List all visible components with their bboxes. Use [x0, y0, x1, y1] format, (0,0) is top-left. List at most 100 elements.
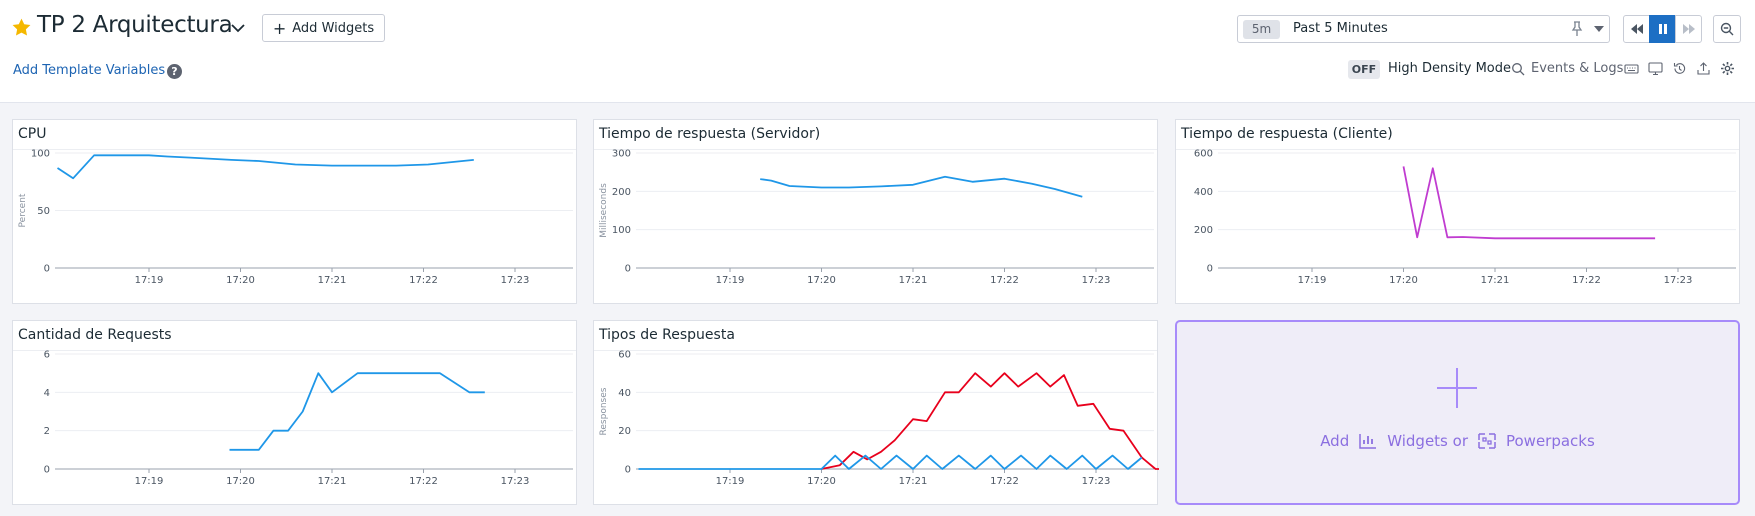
- fast-forward-button[interactable]: [1675, 15, 1702, 43]
- x-tick-label: 17:23: [1082, 476, 1111, 487]
- pause-button[interactable]: [1649, 15, 1676, 43]
- y-tick-label: 50: [37, 206, 50, 217]
- x-tick-label: 17:22: [990, 275, 1019, 286]
- response-types-chart: 0 20 40 60 17:19 17:20 17:21 17:22 17:23 Response…: [599, 350, 1159, 487]
- x-tick-label: 17:19: [135, 476, 164, 487]
- x-tick-label: 17:22: [409, 476, 438, 487]
- fast-forward-icon: [1682, 24, 1695, 34]
- series-line-0: [57, 154, 474, 180]
- time-range-label: Past 5 Minutes: [1293, 21, 1388, 36]
- chevron-down-icon[interactable]: [228, 20, 248, 36]
- powerpack-icon: [1478, 433, 1496, 449]
- y-tick-label: 100: [612, 225, 631, 236]
- y-tick-label: 40: [618, 388, 631, 399]
- widgets-link[interactable]: Widgets or: [1387, 432, 1468, 450]
- x-tick-label: 17:21: [318, 476, 347, 487]
- help-icon[interactable]: ?: [167, 64, 182, 79]
- series-line-0: [229, 372, 485, 451]
- high-density-toggle[interactable]: OFF: [1348, 60, 1380, 79]
- pin-icon[interactable]: [1570, 21, 1584, 37]
- dashboard-title[interactable]: TP 2 Arquitectura: [37, 12, 233, 38]
- caret-down-icon[interactable]: [1594, 26, 1604, 32]
- y-tick-label: 300: [612, 149, 631, 160]
- x-tick-label: 17:22: [409, 275, 438, 286]
- y-axis-label: Responses: [599, 387, 609, 435]
- pause-icon: [1658, 24, 1667, 34]
- x-tick-label: 17:20: [226, 275, 255, 286]
- y-tick-label: 0: [1207, 264, 1213, 275]
- x-tick-label: 17:23: [501, 275, 530, 286]
- y-tick-label: 100: [31, 149, 50, 160]
- search-icon[interactable]: [1511, 62, 1525, 76]
- add-widgets-placeholder[interactable]: Add Widgets or Powerpacks: [1175, 320, 1740, 505]
- x-tick-label: 17:22: [990, 476, 1019, 487]
- x-tick-label: 17:19: [1298, 275, 1327, 286]
- keyboard-icon[interactable]: [1624, 61, 1639, 76]
- widget-title: Tiempo de respuesta (Servidor): [599, 126, 821, 142]
- widget-title: Tiempo de respuesta (Cliente): [1181, 126, 1393, 142]
- widget-divider: [594, 350, 1157, 351]
- zoom-out-icon: [1720, 22, 1734, 36]
- star-icon[interactable]: [11, 17, 32, 38]
- add-widgets-label: Add Widgets: [292, 20, 375, 36]
- widget-title: Tipos de Respuesta: [599, 327, 735, 343]
- x-tick-label: 17:22: [1572, 275, 1601, 286]
- y-axis-label: Percent: [18, 193, 28, 227]
- series-line-0: [760, 175, 1083, 198]
- series-line-0: [1402, 166, 1656, 240]
- widget-divider: [1176, 149, 1739, 150]
- y-axis-label: Milliseconds: [599, 183, 609, 238]
- y-tick-label: 6: [44, 350, 50, 361]
- y-tick-label: 0: [625, 264, 631, 275]
- plus-icon: [1437, 368, 1477, 408]
- events-logs-button[interactable]: Events & Logs: [1531, 61, 1624, 76]
- widget-divider: [13, 350, 576, 351]
- high-density-label[interactable]: High Density Mode: [1388, 61, 1511, 76]
- server-response-chart: 0 100 200 300 17:19 17:20 17:21 17:22 17:23 Milli…: [599, 149, 1154, 286]
- rewind-button[interactable]: [1623, 15, 1650, 43]
- series-line-0: [821, 372, 1159, 470]
- add-panel-row: Add Widgets or Powerpacks: [1177, 432, 1738, 450]
- y-tick-label: 20: [618, 426, 631, 437]
- y-tick-label: 200: [1194, 225, 1213, 236]
- cpu-chart: 0 50 100 17:19 17:20 17:21 17:22 17:23 Percent: [18, 149, 573, 286]
- zoom-out-button[interactable]: [1713, 15, 1741, 43]
- export-icon[interactable]: [1696, 61, 1711, 76]
- history-icon[interactable]: [1672, 61, 1687, 76]
- widget-request-count[interactable]: Cantidad de Requests 0 2 4 6 17:19 17:20 17:21…: [12, 320, 577, 505]
- x-tick-label: 17:19: [135, 275, 164, 286]
- add-template-variables-link[interactable]: Add Template Variables: [13, 63, 166, 78]
- widget-cpu[interactable]: CPU 0 50 100 17:19 17:20 17:21 17:22 17:23 Perce…: [12, 119, 577, 304]
- add-widgets-button[interactable]: + Add Widgets: [262, 14, 385, 42]
- powerpacks-link[interactable]: Powerpacks: [1505, 432, 1595, 450]
- x-tick-label: 17:23: [1664, 275, 1693, 286]
- x-tick-label: 17:19: [716, 275, 745, 286]
- widget-client-response-time[interactable]: Tiempo de respuesta (Cliente) 0 200 400 600…: [1175, 119, 1740, 304]
- tv-mode-icon[interactable]: [1648, 61, 1663, 76]
- y-tick-label: 200: [612, 187, 631, 198]
- x-tick-label: 17:20: [807, 476, 836, 487]
- request-count-chart: 0 2 4 6 17:19 17:20 17:21 17:22 17:23: [44, 350, 573, 487]
- widget-response-types[interactable]: Tipos de Respuesta 0 20 40 60 17:19 17:20 17:2…: [593, 320, 1159, 505]
- widget-title: CPU: [18, 126, 47, 142]
- bar-chart-icon: [1359, 434, 1377, 449]
- y-tick-label: 0: [44, 465, 50, 476]
- series-line-1: [638, 454, 1143, 470]
- dashboard-header: TP 2 Arquitectura + Add Widgets Add Temp…: [0, 0, 1755, 103]
- x-tick-label: 17:20: [1389, 275, 1418, 286]
- y-tick-label: 400: [1194, 187, 1213, 198]
- y-tick-label: 0: [44, 264, 50, 275]
- time-picker[interactable]: 5m Past 5 Minutes: [1237, 15, 1610, 43]
- add-label: Add: [1320, 432, 1350, 450]
- x-tick-label: 17:19: [716, 476, 745, 487]
- gear-icon[interactable]: [1720, 61, 1735, 76]
- x-tick-label: 17:21: [318, 275, 347, 286]
- rewind-icon: [1630, 24, 1643, 34]
- y-tick-label: 0: [625, 465, 631, 476]
- widget-server-response-time[interactable]: Tiempo de respuesta (Servidor) 0 100 200 30…: [593, 119, 1158, 304]
- client-response-chart: 0 200 400 600 17:19 17:20 17:21 17:22 17:23: [1194, 149, 1736, 286]
- widget-divider: [13, 149, 576, 150]
- x-tick-label: 17:21: [1481, 275, 1510, 286]
- x-tick-label: 17:21: [899, 476, 928, 487]
- y-tick-label: 4: [44, 388, 50, 399]
